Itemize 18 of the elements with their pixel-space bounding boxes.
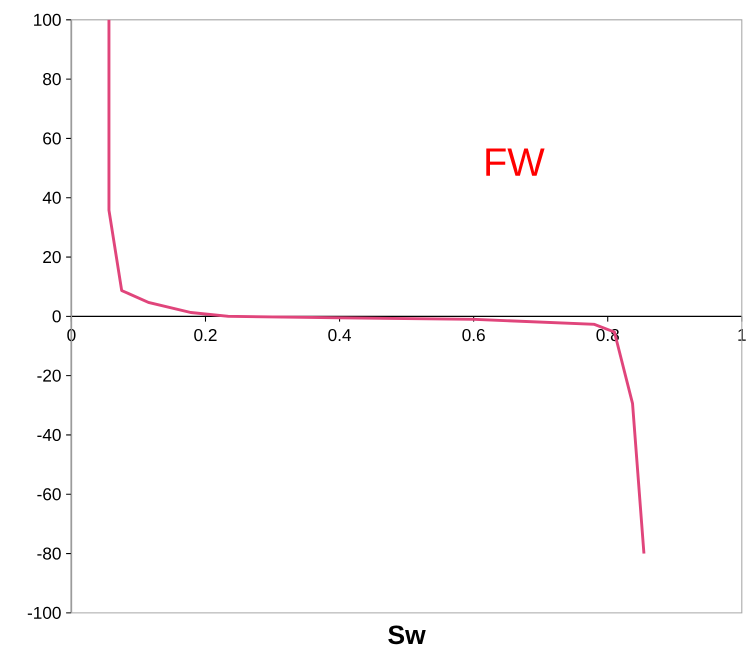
x-tick-label: 0.6 [462,329,485,342]
y-tick-label: 0 [52,310,61,323]
annotation: FW [486,148,545,176]
x-tick-label: 0.2 [194,329,217,342]
y-tick-label: -20 [37,370,61,382]
y-tick-label: 100 [34,14,61,26]
y-tick-label: 20 [43,251,61,264]
y-tick-label: -100 [28,607,61,620]
y-tick-label: 80 [43,73,61,86]
y-tick-label: 40 [42,192,61,204]
y-tick-label: -40 [37,429,61,442]
x-axis-title: Sw [388,626,426,644]
x-tick-label: 0 [67,329,76,342]
line-series [107,18,646,556]
y-tick-label: 60 [43,132,61,145]
y-tick-label: -60 [37,488,61,501]
x-tick-label: 0.4 [328,329,352,342]
y-tick-label: -80 [37,548,61,560]
